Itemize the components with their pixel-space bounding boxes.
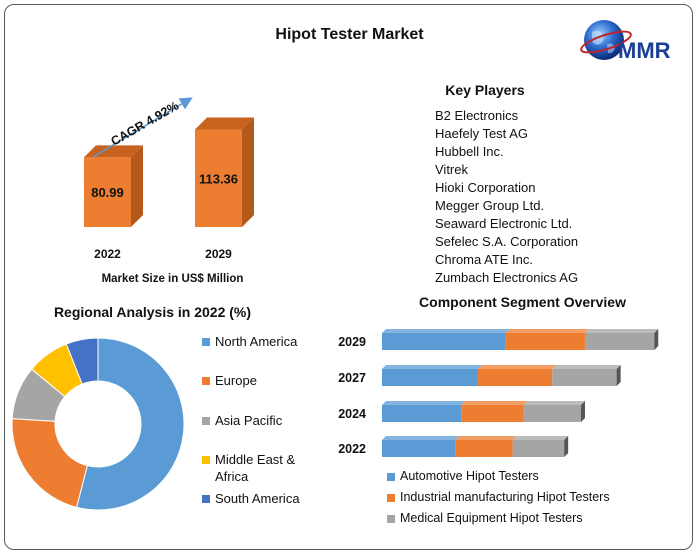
segment-bar-top [523,401,585,405]
segment-bar-2027 [478,369,553,386]
segment-bar-2024 [523,405,581,422]
key-player-item: Seaward Electronic Ltd. [435,216,573,231]
legend-label: Industrial manufacturing Hipot Testers [400,490,610,504]
segment-bar-top [382,329,510,333]
legend-label: Medical Equipment Hipot Testers [400,511,583,525]
component-legend-item: Industrial manufacturing Hipot Testers [387,487,610,508]
segment-year-label: 2024 [338,407,366,421]
regional-analysis-title: Regional Analysis in 2022 (%) [53,304,252,320]
key-player-item: Hubbell Inc. [435,144,504,159]
donut-slice-europe [11,418,88,508]
segment-bar-top [512,436,569,440]
segment-bar-top [382,401,466,405]
segment-bar-end [654,329,659,350]
regional-legend-item: North America [202,333,325,350]
segment-year-label: 2029 [338,335,366,349]
key-player-item: Megger Group Ltd. [435,198,545,213]
regional-legend-item: South America [202,490,325,507]
segment-bar-top [461,401,528,405]
segment-bar-top [505,329,589,333]
regional-legend-item: Middle East & Africa [202,451,325,485]
legend-swatch [387,515,395,523]
segment-bar-2024 [461,405,524,422]
key-player-item: Zumbach Electronics AG [435,270,579,285]
market-bar-value: 113.36 [199,171,238,186]
segment-year-label: 2027 [338,371,366,385]
legend-swatch [202,456,210,464]
segment-year-label: 2022 [338,442,366,456]
segment-bar-2022 [455,440,513,457]
key-players-list: B2 Electronics Haefely Test AG Hubbell Inc… [435,107,578,287]
market-bar-side [131,145,143,227]
legend-swatch [202,495,210,503]
key-player-item: Vitrek [435,162,468,177]
key-players-title: Key Players [445,82,525,98]
market-bar-2022 [84,157,131,227]
component-legend-item: Medical Equipment Hipot Testers [387,508,610,529]
key-player-item: Hioki Corporation [435,180,536,195]
legend-label: Middle East & Africa [215,452,296,484]
regional-legend-item: Asia Pacific [202,412,325,429]
segment-bar-top [382,436,460,440]
legend-swatch [202,417,210,425]
segment-bar-top [584,329,659,333]
legend-label: South America [215,491,300,506]
market-year-label: 2029 [205,247,232,261]
legend-swatch [202,338,210,346]
legend-label: Asia Pacific [215,413,283,428]
segment-bar-end [580,401,585,422]
market-bar-2029 [195,129,242,227]
key-player-item: Sefelec S.A. Corporation [435,234,579,249]
segment-bar-2027 [382,369,479,386]
cagr-arrow [92,97,193,158]
market-bar-value: 80.99 [91,185,124,200]
segment-bar-2029 [584,333,655,350]
market-bar-top [195,117,254,130]
market-year-label: 2022 [94,247,121,261]
segment-bar-top [455,436,517,440]
key-player-item: Haefely Test AG [435,126,528,141]
segment-bar-top [552,365,621,369]
component-legend-item: Automotive Hipot Testers [387,466,610,487]
page-title: Hipot Tester Market [275,26,424,43]
logo-text: MMR [618,38,671,63]
component-segment-title: Component Segment Overview [419,294,626,310]
legend-swatch [387,494,395,502]
segment-bar-2027 [552,369,617,386]
segment-bar-2022 [382,440,456,457]
segment-bar-end [616,365,621,386]
legend-swatch [387,473,395,481]
segment-bar-2029 [505,333,585,350]
mmr-logo: MMR [580,20,671,63]
component-legend: Automotive Hipot Testers Industrial manuf… [387,466,610,529]
legend-label: Automotive Hipot Testers [400,469,539,483]
market-size-caption: Market Size in US$ Million [101,273,244,285]
donut-slice-north-america [76,337,185,511]
donut-slice-south-america [65,337,99,385]
segment-bar-end [564,436,569,457]
segment-bar-top [478,365,557,369]
segment-bar-top [382,365,483,369]
key-player-item: B2 Electronics [435,108,519,123]
market-bar-side [242,117,254,227]
legend-label: Europe [215,373,257,388]
regional-legend-item: Europe [202,372,325,389]
legend-label: North America [215,334,298,349]
segment-bar-2029 [382,333,506,350]
segment-bar-2024 [382,405,462,422]
legend-swatch [202,377,210,385]
key-player-item: Chroma ATE Inc. [435,252,534,267]
segment-bar-2022 [512,440,565,457]
infographic-frame [4,4,693,550]
